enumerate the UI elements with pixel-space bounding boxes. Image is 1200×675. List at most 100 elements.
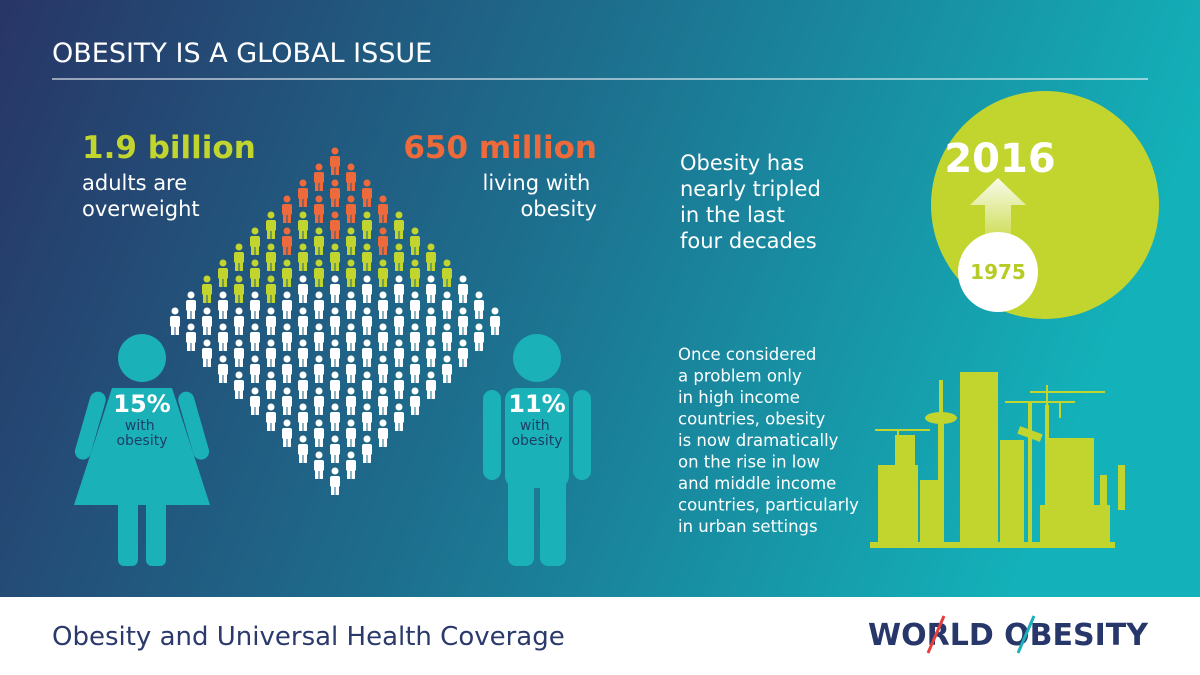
to-year: 2016: [944, 136, 1055, 182]
leg: [367, 326, 371, 335]
head: [315, 195, 323, 203]
leg: [267, 262, 271, 271]
body: [282, 332, 292, 343]
leg: [395, 422, 399, 431]
leg: [283, 310, 287, 319]
body: [362, 316, 372, 327]
leg: [331, 166, 335, 175]
head: [347, 451, 355, 459]
head: [379, 355, 387, 363]
leg: [411, 310, 415, 319]
head: [331, 371, 339, 379]
body: [298, 348, 308, 359]
women-caption: with obesity: [116, 418, 167, 449]
head: [299, 435, 307, 443]
person-icon: [378, 195, 388, 223]
men-caption: with obesity: [511, 418, 562, 449]
person-icon: [330, 339, 340, 367]
person-icon: [282, 323, 292, 351]
leg: [399, 326, 403, 335]
leg: [379, 342, 383, 351]
leg: [331, 198, 335, 207]
leg: [315, 374, 319, 383]
body: [362, 380, 372, 391]
leg: [395, 326, 399, 335]
head: [427, 371, 435, 379]
body: [330, 252, 340, 263]
person-icon: [314, 451, 324, 479]
body: [394, 412, 404, 423]
body: [346, 428, 356, 439]
leg: [299, 294, 303, 303]
leg: [383, 310, 387, 319]
person-icon: [282, 387, 292, 415]
leg: [251, 310, 255, 319]
person-icon: [362, 275, 372, 303]
body: [186, 332, 196, 343]
leg: [255, 342, 259, 351]
person-icon: [362, 243, 372, 271]
head: [235, 307, 243, 315]
head: [443, 323, 451, 331]
head: [379, 387, 387, 395]
leg: [475, 342, 479, 351]
leg: [427, 390, 431, 399]
leg: [367, 198, 371, 207]
head: [331, 179, 339, 187]
person-icon: [186, 323, 196, 351]
body: [490, 316, 500, 327]
head: [251, 291, 259, 299]
head: [299, 179, 307, 187]
overweight-caption: adults are overweight: [82, 171, 200, 221]
body: [394, 220, 404, 231]
head: [379, 419, 387, 427]
leg: [223, 310, 227, 319]
head: [331, 275, 339, 283]
person-icon: [314, 227, 324, 255]
leg: [427, 358, 431, 367]
person-icon: [234, 339, 244, 367]
leg: [415, 406, 419, 415]
body: [202, 348, 212, 359]
text-line: Once considered: [678, 345, 816, 364]
body: [410, 396, 420, 407]
leg: [363, 390, 367, 399]
body: [410, 268, 420, 279]
person-icon: [250, 323, 260, 351]
head: [347, 291, 355, 299]
person-icon: [314, 195, 324, 223]
leg: [255, 278, 259, 287]
body: [298, 444, 308, 455]
caption-line: adults are: [82, 171, 187, 195]
leg: [315, 406, 319, 415]
leg: [431, 262, 435, 271]
body: [330, 380, 340, 391]
person-icon: [202, 275, 212, 303]
head: [299, 243, 307, 251]
person-icon: [362, 339, 372, 367]
leg: [287, 310, 291, 319]
body: [378, 332, 388, 343]
body: [442, 332, 452, 343]
body: [234, 348, 244, 359]
body: [346, 396, 356, 407]
head: [299, 371, 307, 379]
head: [427, 307, 435, 315]
leg: [415, 342, 419, 351]
leg: [299, 390, 303, 399]
leg: [399, 358, 403, 367]
leg: [219, 342, 223, 351]
body: [314, 268, 324, 279]
text-line: in the last: [680, 203, 785, 227]
person-icon: [250, 387, 260, 415]
leg: [367, 422, 371, 431]
leg: [303, 326, 307, 335]
leg: [203, 358, 207, 367]
person-icon: [266, 371, 276, 399]
leg: [443, 374, 447, 383]
body: [266, 348, 276, 359]
from-year-circle: [958, 232, 1038, 312]
head: [347, 259, 355, 267]
person-icon: [346, 323, 356, 351]
head: [443, 291, 451, 299]
